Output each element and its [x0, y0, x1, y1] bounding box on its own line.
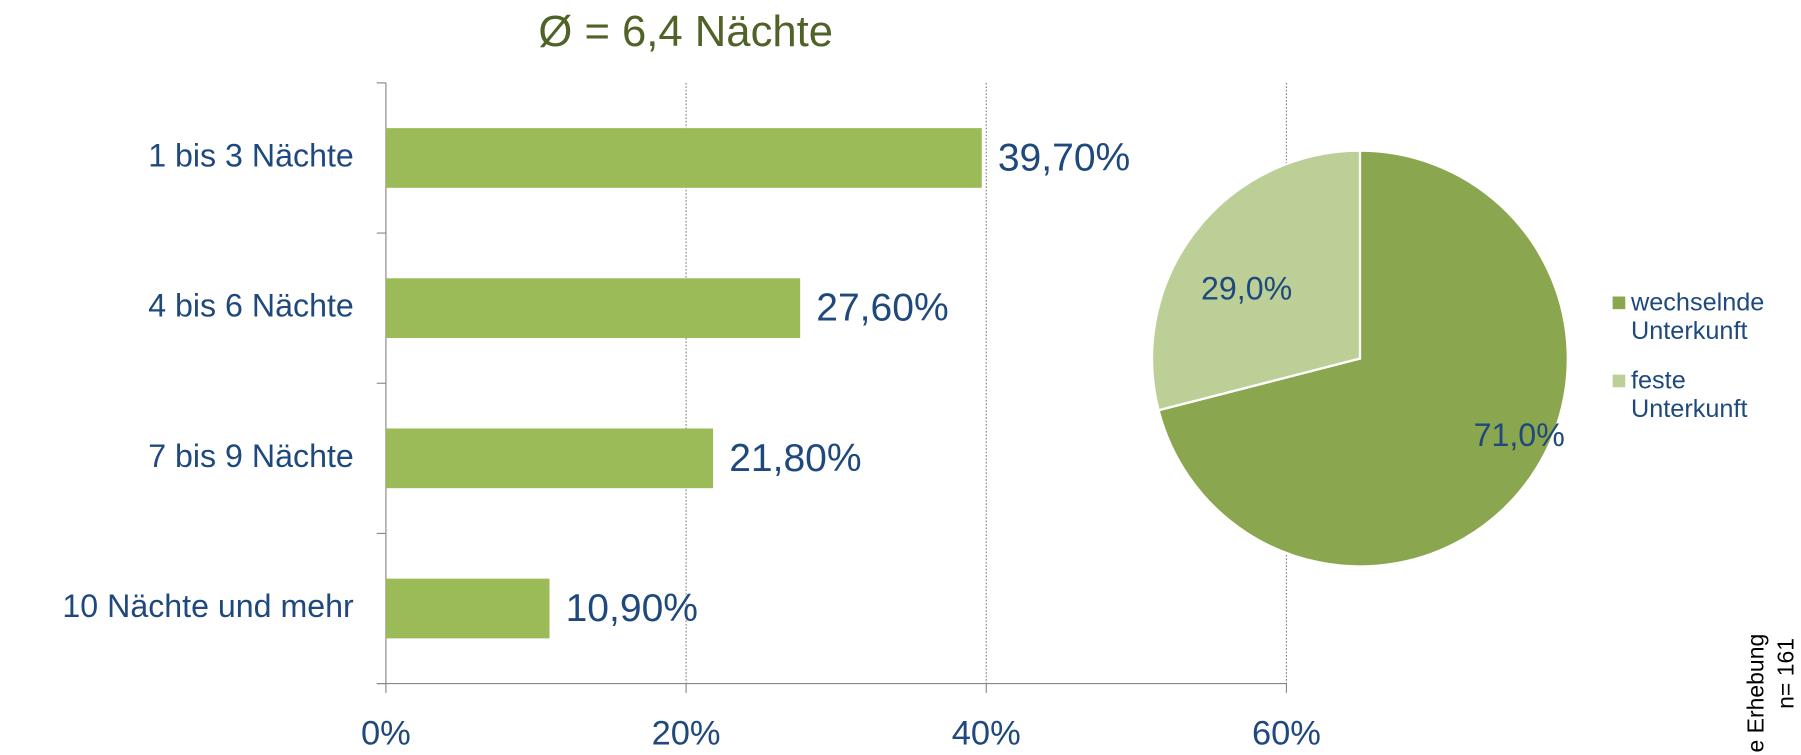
- legend-swatch: [1612, 374, 1626, 388]
- chart-title: Ø = 6,4 Nächte: [538, 7, 833, 56]
- data-label: 21,80%: [729, 437, 861, 480]
- bar: [385, 278, 801, 339]
- bar: [385, 428, 714, 489]
- x-tick-label: 20%: [652, 714, 721, 752]
- bar: [385, 578, 550, 639]
- y-tick-label: 10 Nächte und mehr: [62, 588, 354, 624]
- x-tick-label: 60%: [1252, 714, 1321, 752]
- data-label: 29,0%: [1201, 271, 1292, 307]
- legend-label: wechselnde Unterkunft: [1630, 288, 1764, 345]
- data-label: 39,70%: [998, 137, 1130, 180]
- legend-swatch: [1612, 296, 1626, 310]
- legend-label-line: Unterkunft: [1631, 395, 1748, 423]
- y-tick-label: 7 bis 9 Nächte: [148, 438, 354, 474]
- sample-note: n= 161: [1772, 638, 1798, 709]
- y-tick-label: 4 bis 6 Nächte: [148, 288, 354, 324]
- source-note: e Erhebung: [1742, 634, 1768, 753]
- legend-label-line: Unterkunft: [1631, 317, 1748, 345]
- y-tick-label: 1 bis 3 Nächte: [148, 137, 354, 173]
- legend-label-line: feste: [1631, 366, 1686, 394]
- data-label: 71,0%: [1474, 417, 1565, 453]
- data-label: 27,60%: [816, 287, 948, 330]
- pie-slice: [1150, 149, 1362, 412]
- x-tick-label: 0%: [361, 714, 411, 752]
- data-label: 10,90%: [566, 587, 698, 630]
- legend-label: feste Unterkunft: [1631, 366, 1748, 423]
- pie-slice: [1157, 149, 1569, 568]
- bar: [385, 128, 982, 188]
- legend-label-line: wechselnde: [1630, 288, 1764, 316]
- x-tick-label: 40%: [952, 714, 1021, 752]
